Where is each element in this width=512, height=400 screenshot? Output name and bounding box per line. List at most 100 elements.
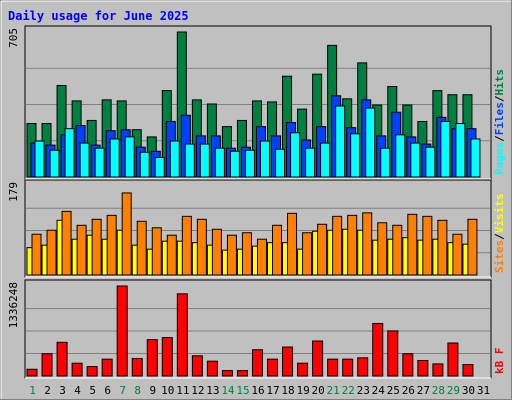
x-tick-label-day-1: 1 [29,384,36,397]
bar-kb-f-day-28 [432,363,444,377]
legend-hits: Hits [493,69,506,96]
x-tick-label-day-5: 5 [89,384,96,397]
bar-kb-f-day-17 [267,358,279,377]
panel-visits-legend: Sites/Visits [493,194,506,274]
bar-sites-day-11 [181,215,192,276]
legend-separator: / [493,233,506,240]
legend-files: Files [493,102,506,135]
x-tick-label-day-7: 7 [119,384,126,397]
bar-kb-f-day-30 [462,364,474,377]
bar-sites-day-15 [241,232,252,276]
x-tick-label-day-28: 28 [432,384,445,397]
bar-sites-day-24 [377,222,388,276]
panel-kbytes-legend-text: kB F [493,348,506,375]
x-tick-label-day-3: 3 [59,384,66,397]
bar-pages-day-14 [229,150,240,178]
bar-kb-f-day-16 [251,349,263,377]
bar-sites-day-12 [196,218,207,276]
bar-kb-f-day-14 [221,370,233,377]
panel-usage-legend-text: Pages/Files/Hits [493,69,506,175]
bar-sites-day-9 [151,227,162,276]
bar-kb-f-day-7 [116,285,128,377]
bar-sites-day-21 [332,215,343,276]
bar-pages-day-19 [305,147,316,178]
bar-kb-f-day-15 [236,370,248,377]
x-tick-label-day-20: 20 [312,384,325,397]
bar-pages-day-24 [380,147,391,178]
legend-visits: Visits [493,194,506,234]
bar-sites-day-25 [392,224,403,276]
x-tick-label-day-22: 22 [342,384,355,397]
panel-visits-ymax-label: 179 [7,182,20,202]
x-tick-label-day-17: 17 [266,384,279,397]
bar-kb-f-day-5 [86,366,98,377]
bar-pages-day-23 [365,107,376,178]
bar-sites-day-16 [256,238,267,276]
bar-kb-f-day-29 [447,342,459,377]
bar-sites-day-14 [226,234,237,276]
bar-sites-day-4 [76,224,87,276]
panel-kbytes-legend: kB F [493,348,506,375]
bar-sites-day-20 [317,223,328,276]
bar-kb-f-day-24 [372,322,384,377]
x-tick-label-day-13: 13 [206,384,219,397]
bar-pages-day-21 [335,105,346,178]
x-tick-label-day-23: 23 [357,384,370,397]
legend-kb-f: kB F [493,348,506,375]
bar-pages-day-20 [320,142,331,178]
bar-pages-day-15 [244,149,255,178]
x-tick-label-day-8: 8 [134,384,141,397]
series-kb-f [26,285,474,377]
bar-pages-day-25 [395,134,406,178]
bar-pages-day-1 [34,140,45,178]
bar-sites-day-5 [91,218,102,276]
x-tick-label-day-29: 29 [447,384,460,397]
bar-kb-f-day-26 [402,353,414,377]
x-tick-label-day-15: 15 [236,384,249,397]
bar-pages-day-12 [199,143,210,178]
bar-kb-f-day-2 [41,353,53,377]
x-tick-label-day-21: 21 [327,384,340,397]
bar-pages-day-26 [410,142,421,178]
bar-pages-day-29 [455,123,466,178]
x-tick-label-day-27: 27 [417,384,430,397]
bar-pages-day-28 [440,120,451,178]
bar-sites-day-7 [121,192,132,276]
x-tick-label-day-19: 19 [296,384,309,397]
bar-kb-f-day-25 [387,330,399,377]
panel-kbytes-ymax-label: 1336248 [7,282,20,328]
x-tick-label-day-25: 25 [387,384,400,397]
bar-kb-f-day-13 [206,360,218,377]
bar-kb-f-day-23 [357,357,369,377]
x-tick-label-day-12: 12 [191,384,204,397]
bar-kb-f-day-1 [26,368,38,377]
bar-sites-day-19 [302,232,313,276]
bar-sites-day-29 [452,233,463,276]
bar-sites-day-23 [362,212,373,276]
bar-kb-f-day-12 [191,355,203,377]
bar-pages-day-6 [109,138,120,178]
legend-sites: Sites [493,240,506,273]
panel-kbytes: 1336248 kB F [7,279,506,379]
panel-usage-legend: Pages/Files/Hits [493,69,506,175]
bar-sites-day-27 [422,215,433,276]
bar-pages-day-16 [259,140,270,178]
bar-pages-day-4 [79,142,90,178]
bar-pages-day-17 [275,148,286,178]
x-tick-label-day-6: 6 [104,384,111,397]
bar-pages-day-13 [214,147,225,178]
bar-kb-f-day-10 [161,337,173,377]
bar-sites-day-28 [437,219,448,276]
bar-pages-day-8 [139,151,150,178]
bar-sites-day-13 [211,228,222,276]
bar-kb-f-day-6 [101,358,113,377]
bar-kb-f-day-20 [312,340,324,377]
x-tick-label-day-31: 31 [477,384,490,397]
x-tick-label-day-9: 9 [149,384,156,397]
x-tick-label-day-18: 18 [281,384,294,397]
bar-sites-day-2 [46,229,57,276]
bar-kb-f-day-9 [146,339,158,377]
bar-pages-day-2 [49,149,60,178]
